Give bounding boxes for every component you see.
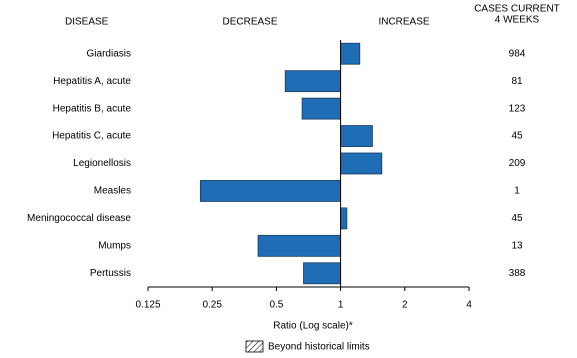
disease-label: Hepatitis B, acute	[53, 103, 132, 114]
disease-label: Mumps	[98, 240, 131, 251]
cases-value: 13	[511, 240, 523, 251]
cases-value: 1	[514, 186, 520, 197]
disease-header: DISEASE	[65, 17, 109, 28]
bar	[257, 234, 341, 257]
bar	[340, 207, 348, 230]
cases-value: 209	[509, 158, 526, 169]
legend-label: Beyond historical limits	[268, 342, 370, 353]
bar	[199, 180, 341, 202]
cases-header: CASES CURRENT	[474, 4, 560, 15]
x-tick-label: 0.25	[202, 300, 222, 311]
bar	[284, 70, 341, 93]
disease-label: Legionellosis	[73, 158, 131, 169]
x-tick-label: 0.125	[135, 300, 160, 311]
bar	[303, 262, 341, 285]
disease-label: Meningococcal disease	[27, 213, 131, 224]
cases-value: 123	[509, 103, 526, 114]
cases-value: 45	[511, 131, 523, 142]
disease-label: Pertussis	[90, 268, 131, 279]
disease-label: Measles	[94, 186, 131, 197]
cases-value: 45	[511, 213, 523, 224]
bar	[340, 42, 361, 65]
bar	[301, 97, 341, 120]
x-axis-title: Ratio (Log scale)*	[273, 321, 353, 332]
bar	[340, 125, 373, 147]
cases-value: 984	[509, 48, 526, 59]
cases-value: 81	[511, 76, 523, 87]
x-tick-label: 4	[466, 300, 472, 311]
x-tick-label: 0.5	[269, 300, 283, 311]
disease-label: Hepatitis C, acute	[52, 131, 131, 142]
bar	[340, 152, 383, 175]
x-tick-label: 2	[402, 300, 408, 311]
legend-swatch	[245, 340, 264, 353]
disease-label: Giardiasis	[87, 48, 131, 59]
decrease-header: DECREASE	[222, 17, 277, 28]
cases-header: 4 WEEKS	[495, 15, 540, 26]
disease-label: Hepatitis A, acute	[53, 76, 131, 87]
cases-value: 388	[509, 268, 526, 279]
increase-header: INCREASE	[378, 17, 429, 28]
x-tick-label: 1	[338, 300, 344, 311]
